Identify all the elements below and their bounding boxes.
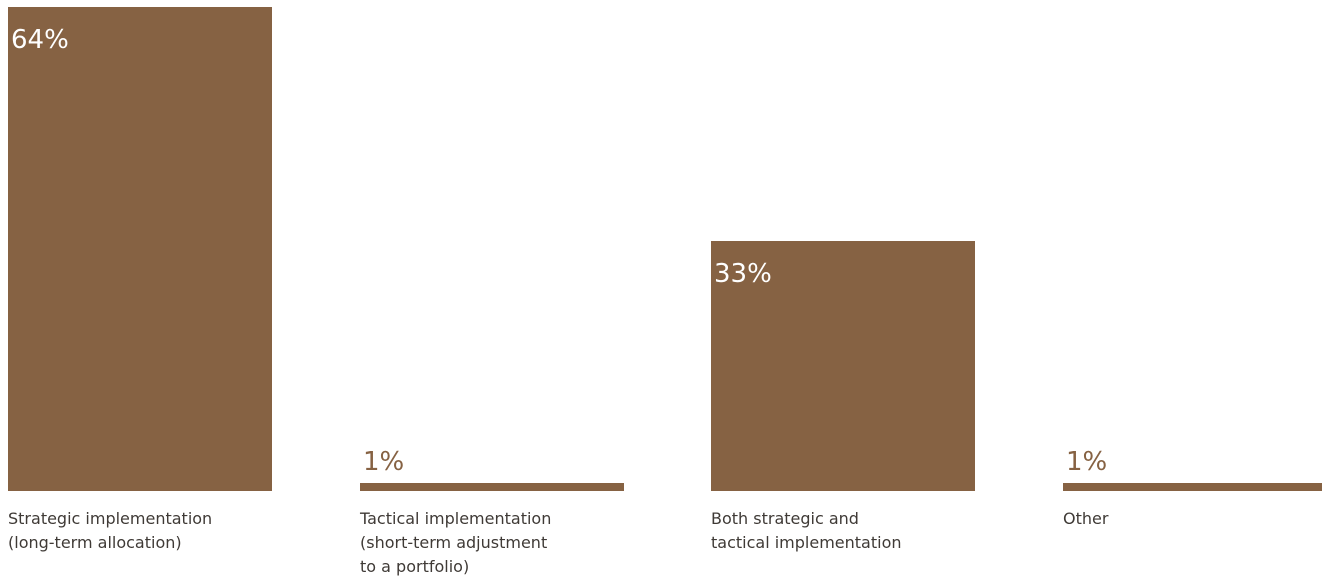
category-label: Other [1063, 509, 1109, 528]
category-label: Strategic implementation (long-term allo… [8, 509, 213, 552]
category-label: Both strategic and tactical implementati… [711, 509, 902, 552]
data-label: 1% [363, 447, 405, 477]
data-label: 64% [11, 25, 69, 55]
bar [711, 241, 975, 491]
data-label: 33% [714, 259, 772, 289]
category-label: Tactical implementation (short-term adju… [360, 509, 552, 576]
data-label: 1% [1066, 447, 1108, 477]
bar [8, 7, 272, 491]
bar [360, 483, 624, 491]
bar [1063, 483, 1322, 491]
